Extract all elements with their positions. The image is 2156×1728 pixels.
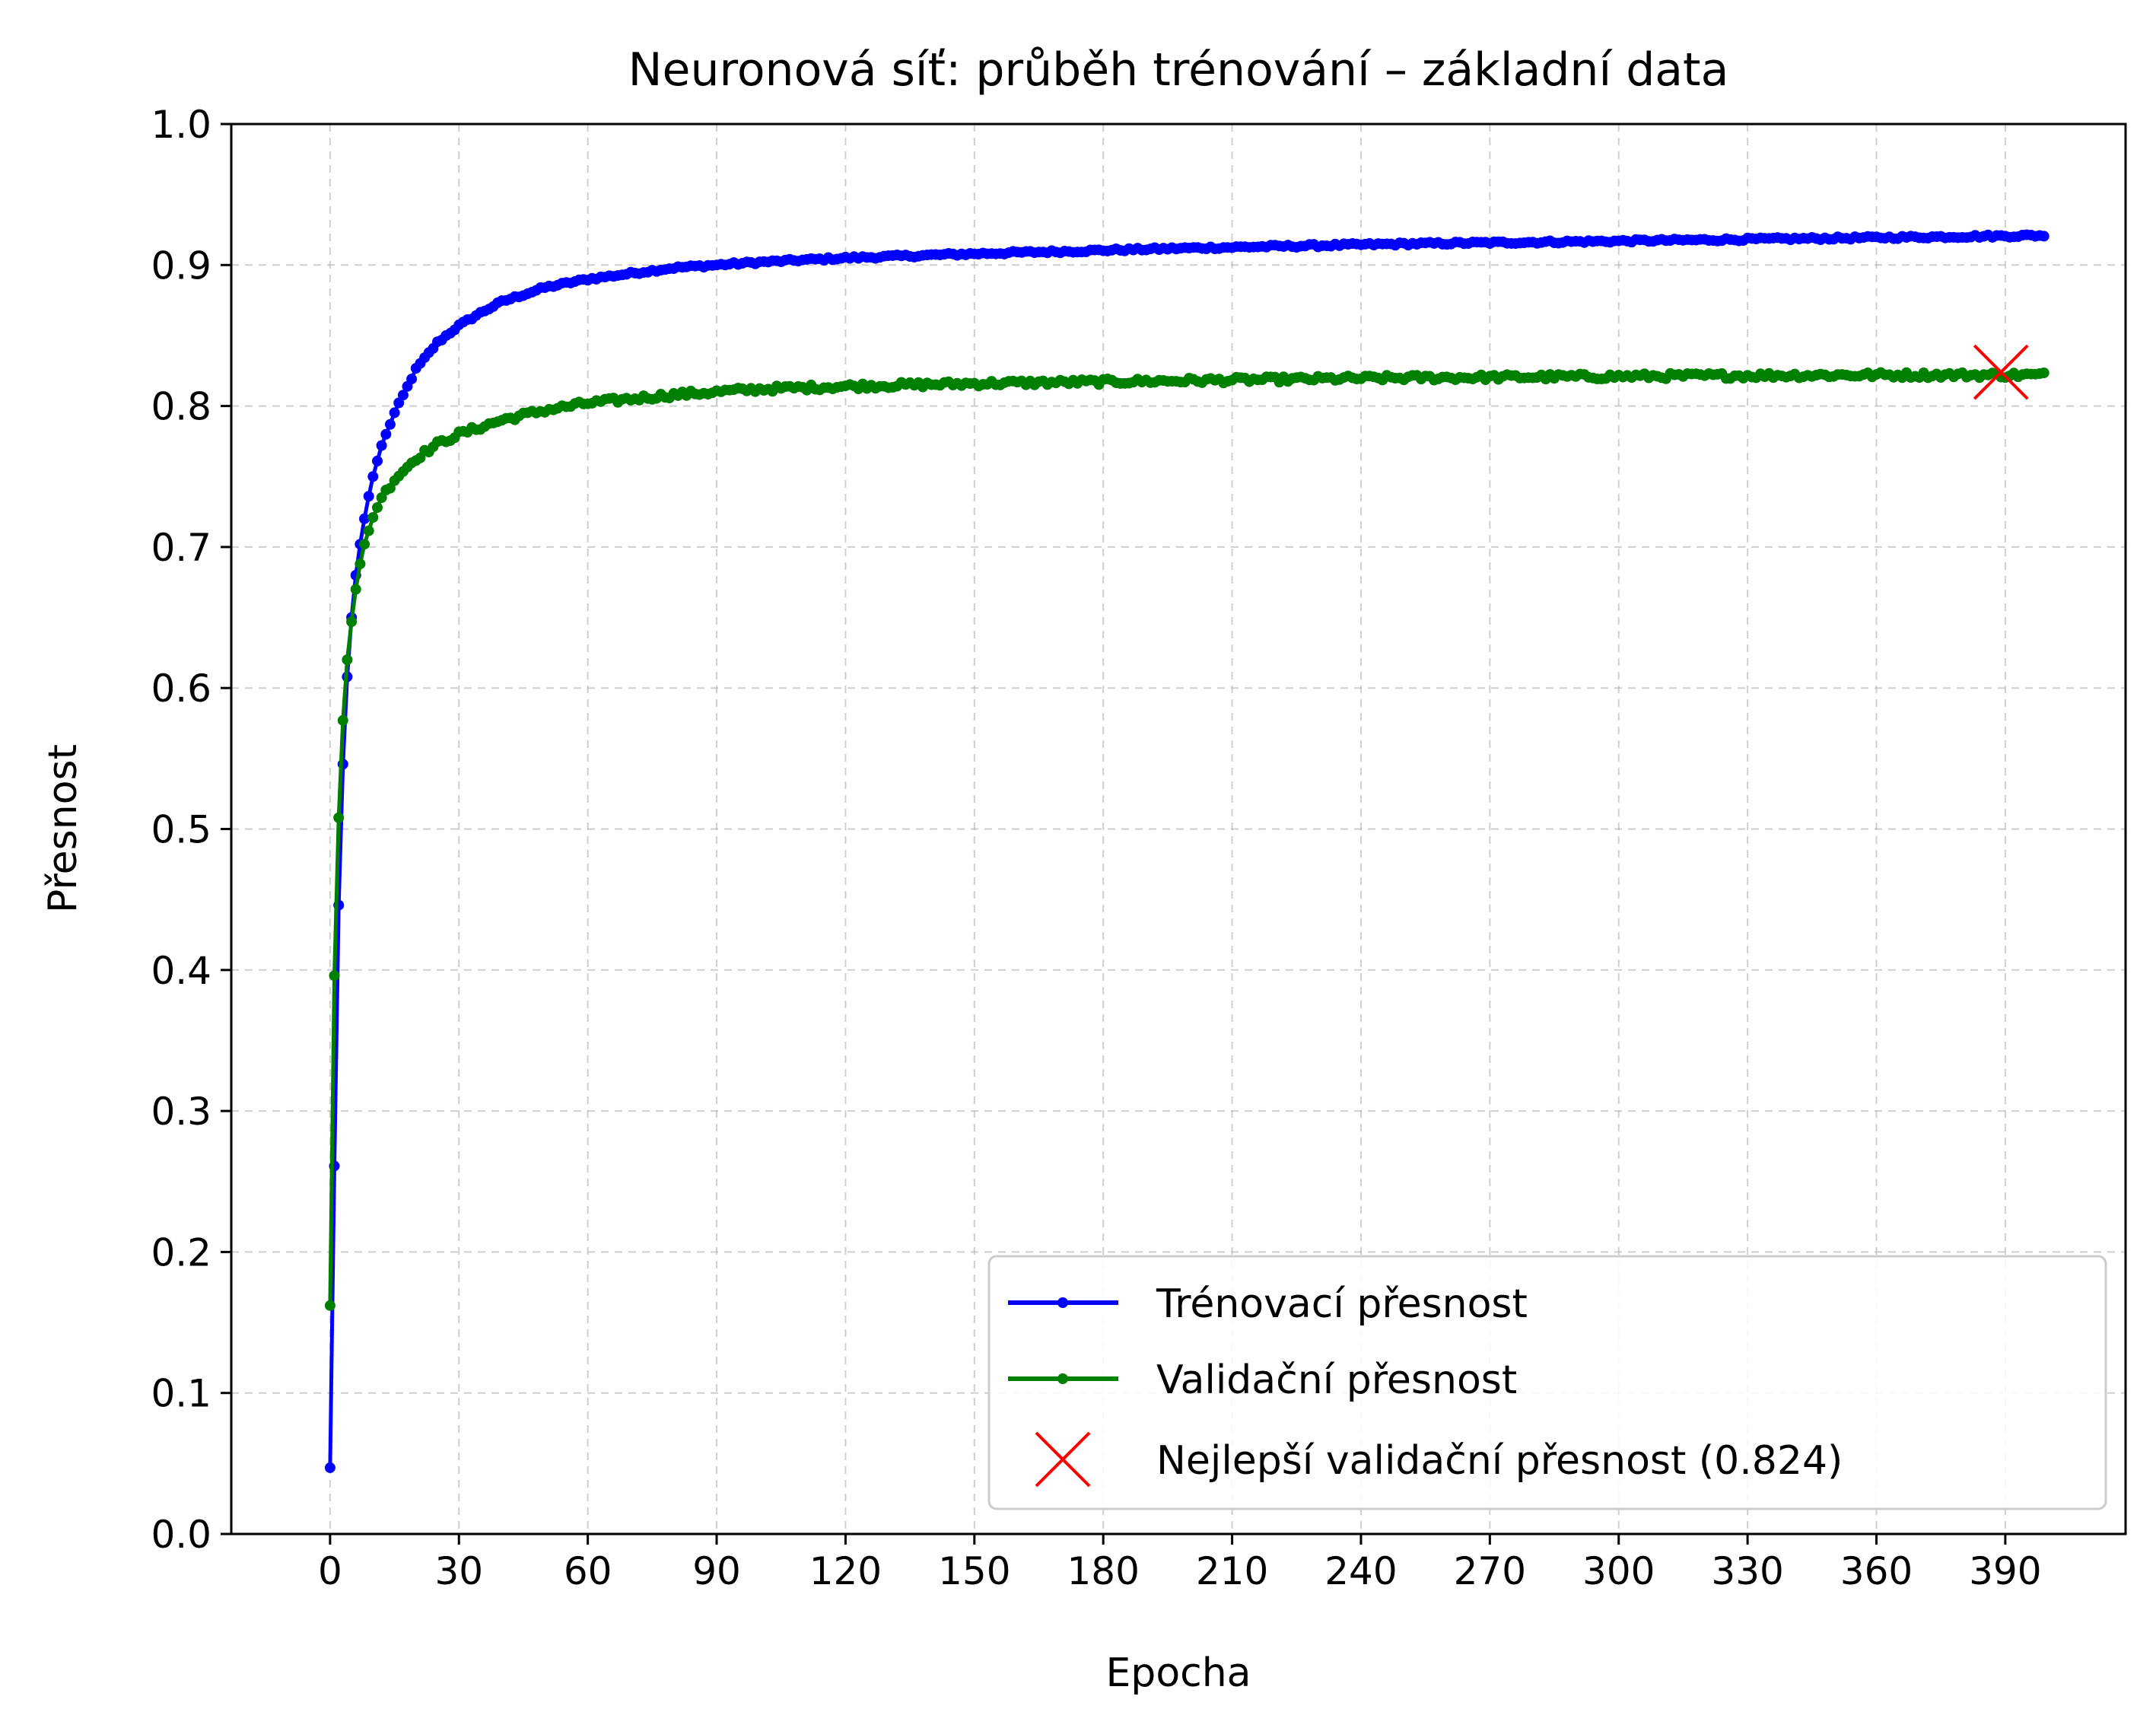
y-tick-label: 0.3 <box>151 1090 211 1134</box>
best-validation-marker <box>1973 344 2029 400</box>
legend-best-marker <box>1035 1431 1091 1488</box>
x-tick-label: 120 <box>809 1549 882 1593</box>
y-tick-label: 0.9 <box>151 243 211 288</box>
data-point <box>389 407 400 418</box>
data-point <box>384 418 396 430</box>
x-tick-label: 180 <box>1067 1549 1139 1593</box>
data-point <box>346 616 358 628</box>
legend: Trénovací přesnost Validační přesnost Ne… <box>987 1255 2107 1510</box>
legend-train-marker <box>1057 1297 1068 1308</box>
x-tick-label: 210 <box>1196 1549 1268 1593</box>
data-point <box>355 558 366 570</box>
data-point <box>2038 368 2049 378</box>
chart-title: Neuronová síť: průběh trénování – základ… <box>628 43 1729 97</box>
data-point <box>380 428 392 440</box>
data-point <box>376 440 387 451</box>
y-axis-label: Přesnost <box>40 744 86 913</box>
data-point <box>324 1300 335 1311</box>
legend-box <box>987 1255 2107 1510</box>
y-tick-label: 0.0 <box>151 1513 211 1557</box>
data-point <box>329 970 340 982</box>
legend-best-label: Nejlepší validační přesnost (0.824) <box>1156 1438 1843 1484</box>
data-point <box>359 513 370 524</box>
axis-ticks: 0 30 60 90 120 150 180 210 240 270 300 330 360 390 0.0… <box>151 103 2041 1593</box>
legend-val-marker <box>1057 1373 1068 1384</box>
data-point <box>337 714 348 726</box>
x-tick-label: 0 <box>318 1549 342 1593</box>
series-train <box>324 229 2049 1473</box>
data-point <box>359 539 370 550</box>
x-tick-label: 330 <box>1711 1549 1783 1593</box>
y-tick-label: 0.7 <box>151 526 211 570</box>
y-tick-label: 0.6 <box>151 667 211 711</box>
data-point <box>324 1462 335 1473</box>
x-tick-label: 30 <box>434 1549 483 1593</box>
data-point <box>367 512 379 523</box>
data-point <box>372 455 383 466</box>
y-tick-label: 0.5 <box>151 808 211 852</box>
y-tick-label: 1.0 <box>151 103 211 147</box>
y-tick-label: 0.8 <box>151 385 211 429</box>
x-tick-label: 270 <box>1454 1549 1526 1593</box>
data-point <box>363 491 374 502</box>
y-tick-label: 0.2 <box>151 1230 211 1275</box>
y-tick-label: 0.4 <box>151 949 211 993</box>
x-tick-label: 240 <box>1324 1549 1397 1593</box>
data-point <box>350 584 361 595</box>
data-point <box>367 471 379 482</box>
data-point <box>406 374 418 385</box>
plot-series <box>324 229 2049 1473</box>
data-point <box>393 397 405 409</box>
x-tick-label: 300 <box>1582 1549 1655 1593</box>
data-point <box>2038 231 2049 242</box>
y-tick-label: 0.1 <box>151 1372 211 1416</box>
series-validation <box>324 367 2049 1311</box>
data-point <box>397 390 409 401</box>
x-tick-label: 390 <box>1969 1549 2041 1593</box>
x-tick-label: 90 <box>692 1549 741 1593</box>
data-point <box>342 654 353 666</box>
x-tick-label: 360 <box>1840 1549 1913 1593</box>
x-axis-label: Epocha <box>1105 1650 1251 1696</box>
legend-train-label: Trénovací přesnost <box>1156 1281 1528 1327</box>
legend-val-label: Validační přesnost <box>1156 1357 1517 1403</box>
data-point <box>372 502 383 513</box>
x-tick-label: 60 <box>564 1549 612 1593</box>
data-point <box>333 812 345 823</box>
data-point <box>363 525 374 536</box>
x-tick-label: 150 <box>938 1549 1010 1593</box>
